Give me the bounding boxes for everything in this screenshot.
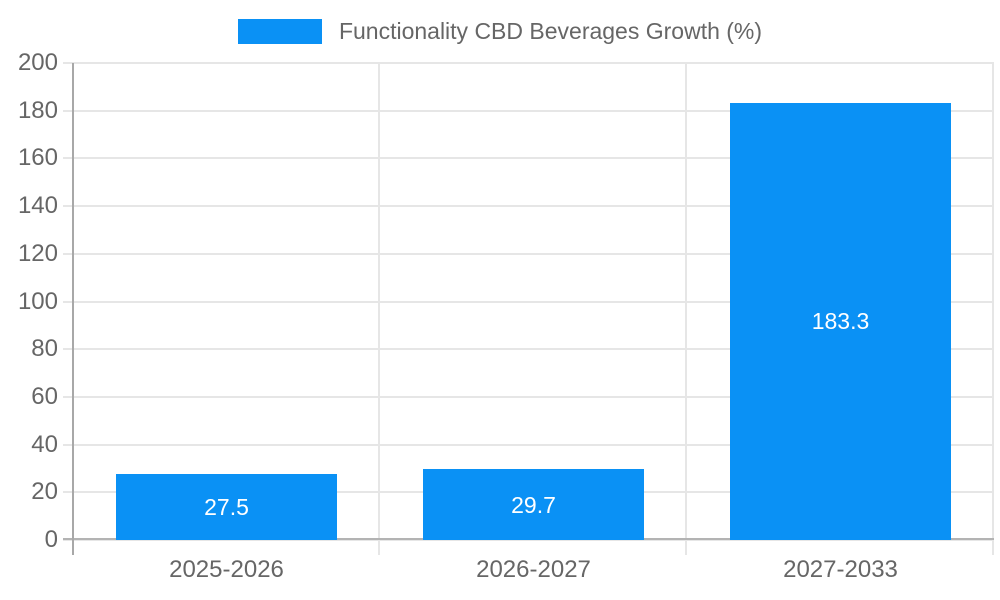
- legend-label: Functionality CBD Beverages Growth (%): [338, 17, 763, 44]
- legend-swatch: [237, 18, 322, 44]
- y-tick-label: 140: [17, 192, 58, 220]
- gridline: [63, 252, 994, 255]
- category-divider: [378, 63, 380, 555]
- y-axis-line: [72, 63, 74, 555]
- y-tick-label: 160: [17, 144, 58, 172]
- category-divider: [685, 63, 687, 555]
- y-tick-label: 80: [31, 335, 58, 363]
- y-tick-label: 0: [44, 526, 58, 553]
- y-tick-label: 180: [17, 96, 58, 124]
- bar: 183.3: [730, 102, 951, 540]
- x-tick-label: 2027-2033: [783, 556, 898, 583]
- category-divider: [992, 63, 994, 555]
- plot-area: 27.5 29.7 183.3: [63, 62, 994, 555]
- y-tick-label: 60: [31, 382, 58, 410]
- gridline: [63, 348, 994, 351]
- bar-value-label: 29.7: [511, 491, 556, 518]
- y-tick-label: 200: [17, 49, 58, 76]
- gridline: [63, 205, 994, 208]
- gridline: [63, 539, 994, 541]
- y-tick-label: 120: [17, 239, 58, 267]
- bar-value-label: 27.5: [204, 494, 249, 521]
- bar: 27.5: [116, 474, 337, 540]
- x-tick-label: 2025-2026: [169, 556, 284, 583]
- bar: 29.7: [423, 469, 644, 540]
- gridline: [63, 62, 994, 64]
- y-tick-label: 40: [31, 430, 58, 458]
- y-tick-label: 100: [17, 287, 58, 315]
- gridline: [63, 109, 994, 112]
- gridline: [63, 157, 994, 160]
- legend: Functionality CBD Beverages Growth (%): [0, 16, 1000, 46]
- y-tick-label: 20: [31, 478, 58, 506]
- x-tick-label: 2026-2027: [476, 556, 591, 583]
- gridline: [63, 395, 994, 398]
- bar-value-label: 183.3: [811, 308, 870, 335]
- gridline: [63, 300, 994, 303]
- gridline: [63, 443, 994, 446]
